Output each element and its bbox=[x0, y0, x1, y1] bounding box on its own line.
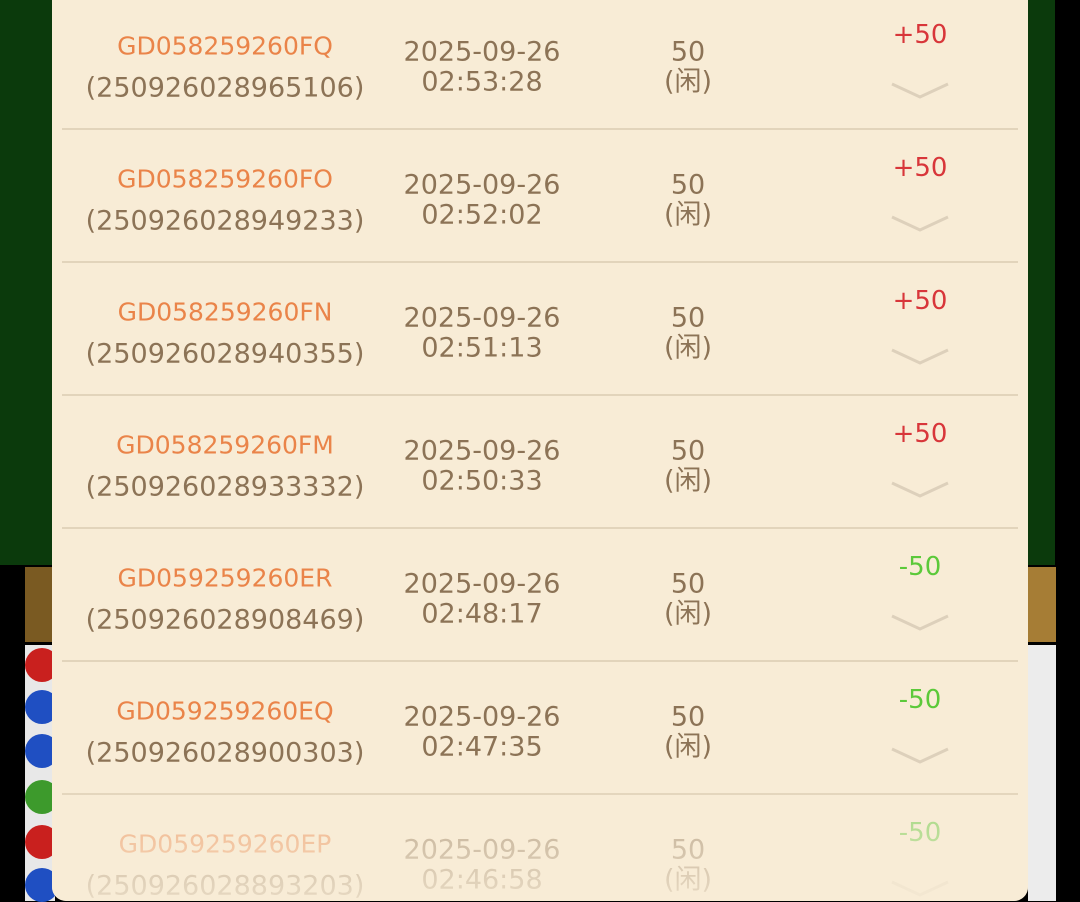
chevron-line bbox=[891, 747, 949, 764]
background-bar bbox=[1028, 567, 1056, 642]
side: (闲) bbox=[663, 598, 713, 630]
divider bbox=[62, 660, 1018, 662]
divider bbox=[62, 261, 1018, 263]
date: 2025-09-26 bbox=[403, 435, 561, 467]
expand-chevron[interactable] bbox=[890, 346, 950, 368]
record-row[interactable]: GD059259260ER (250926028908469) 2025-09-26… bbox=[52, 529, 1028, 662]
amount: 50 bbox=[670, 435, 706, 467]
record-panel: GD058259260FQ (250926028965106) 2025-09-26… bbox=[52, 0, 1028, 901]
time: 02:50:33 bbox=[421, 465, 543, 497]
result: -50 bbox=[898, 552, 942, 582]
result: -50 bbox=[898, 685, 942, 715]
amount: 50 bbox=[670, 36, 706, 68]
date: 2025-09-26 bbox=[403, 36, 561, 68]
record-row[interactable]: GD058259260FN (250926028940355) 2025-09-26… bbox=[52, 263, 1028, 396]
order-number: (250926028900303) bbox=[85, 737, 365, 769]
order-number: (250926028949233) bbox=[85, 205, 365, 237]
side: (闲) bbox=[663, 731, 713, 763]
background-green bbox=[0, 0, 52, 565]
amount: 50 bbox=[670, 701, 706, 733]
side: (闲) bbox=[663, 332, 713, 364]
order-id: GD058259260FN bbox=[117, 297, 333, 327]
order-number: (250926028940355) bbox=[85, 338, 365, 370]
order-id: GD059259260ER bbox=[117, 563, 333, 593]
side: (闲) bbox=[663, 465, 713, 497]
date: 2025-09-26 bbox=[403, 701, 561, 733]
time: 02:48:17 bbox=[421, 598, 543, 630]
side: (闲) bbox=[663, 199, 713, 231]
background-board bbox=[1028, 645, 1056, 901]
divider bbox=[62, 527, 1018, 529]
order-number: (250926028965106) bbox=[85, 72, 365, 104]
time: 02:47:35 bbox=[421, 731, 543, 763]
time: 02:51:13 bbox=[421, 332, 543, 364]
date: 2025-09-26 bbox=[403, 568, 561, 600]
chevron-line bbox=[891, 481, 949, 498]
date: 2025-09-26 bbox=[403, 302, 561, 334]
background-board bbox=[25, 645, 55, 901]
time: 02:52:02 bbox=[421, 199, 543, 231]
order-id: GD058259260FM bbox=[116, 430, 334, 460]
background-green bbox=[1028, 0, 1055, 565]
divider bbox=[62, 128, 1018, 130]
record-row[interactable]: GD058259260FQ (250926028965106) 2025-09-26… bbox=[52, 0, 1028, 130]
date: 2025-09-26 bbox=[403, 169, 561, 201]
order-id: GD058259260FQ bbox=[117, 31, 333, 61]
result: +50 bbox=[892, 20, 948, 50]
amount: 50 bbox=[670, 169, 706, 201]
order-id: GD059259260EQ bbox=[116, 696, 334, 726]
record-row[interactable]: GD058259260FM (250926028933332) 2025-09-26… bbox=[52, 396, 1028, 529]
order-number: (250926028933332) bbox=[85, 471, 365, 503]
order-id: GD058259260FO bbox=[117, 164, 333, 194]
expand-chevron[interactable] bbox=[890, 745, 950, 767]
chevron-line bbox=[891, 215, 949, 232]
background-bar bbox=[25, 567, 55, 642]
chevron-line bbox=[891, 82, 949, 99]
order-number: (250926028908469) bbox=[85, 604, 365, 636]
chevron-line bbox=[891, 348, 949, 365]
expand-chevron[interactable] bbox=[890, 213, 950, 235]
amount: 50 bbox=[670, 302, 706, 334]
expand-chevron[interactable] bbox=[890, 80, 950, 102]
fade bbox=[52, 781, 1028, 901]
result: +50 bbox=[892, 286, 948, 316]
expand-chevron[interactable] bbox=[890, 612, 950, 634]
result: +50 bbox=[892, 153, 948, 183]
amount: 50 bbox=[670, 568, 706, 600]
expand-chevron[interactable] bbox=[890, 479, 950, 501]
time: 02:53:28 bbox=[421, 66, 543, 98]
result: +50 bbox=[892, 419, 948, 449]
chevron-line bbox=[891, 614, 949, 631]
record-row[interactable]: GD058259260FO (250926028949233) 2025-09-26… bbox=[52, 130, 1028, 263]
record-row[interactable]: GD059259260EQ (250926028900303) 2025-09-26… bbox=[52, 662, 1028, 795]
divider bbox=[62, 394, 1018, 396]
side: (闲) bbox=[663, 66, 713, 98]
